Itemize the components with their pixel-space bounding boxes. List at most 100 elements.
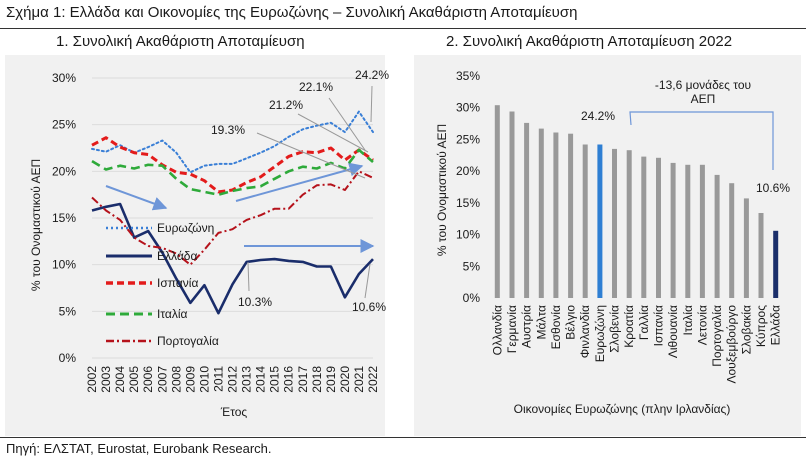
source-divider <box>0 437 806 438</box>
bar-chart-category-label: Ελλάδα <box>769 305 783 345</box>
line-chart-x-tick: 2003 <box>99 366 113 393</box>
line-chart-y-tick: 10% <box>52 258 76 272</box>
line-chart-legend: Ευρωζώνη Ελλάδα Ισπανία Ιταλία Πορτογαλία <box>106 221 219 348</box>
line-chart-x-tick: 2022 <box>366 366 380 393</box>
bar-chart-category-label: Φινλανδία <box>578 305 592 358</box>
line-chart-gridlines <box>92 77 373 359</box>
bar-chart-y-tick: 30% <box>456 101 480 115</box>
series-line-italy <box>91 148 374 196</box>
bar-chart-category-label: Μάλτα <box>534 305 548 340</box>
bar-18 <box>758 213 764 298</box>
bar-chart-y-label: % του Ονομαστικού ΑΕΠ <box>435 124 449 256</box>
annotation-spain: 22.1% <box>299 80 333 94</box>
figure-title: Σχήμα 1: Ελλάδα και Οικονομίες της Ευρωζ… <box>6 4 578 21</box>
line-chart-x-tick: 2016 <box>282 366 296 393</box>
bar-chart-category-label: Σλοβακία <box>739 305 753 354</box>
trend-arrow-down <box>105 185 168 211</box>
bar-10 <box>641 156 647 298</box>
bar-chart-y-ticks: 0% 5% 10% 15% 20% 25% 30% 35% <box>456 69 480 305</box>
series-line-portugal <box>91 170 374 266</box>
bar-19 <box>773 230 779 298</box>
bar-chart-category-label: Γερμανία <box>505 305 519 353</box>
bar-chart-category-label: Σλοβενία <box>608 305 622 353</box>
bar-14 <box>699 164 705 298</box>
bar-chart-y-tick: 25% <box>456 132 480 146</box>
bar-chart-y-tick: 0% <box>463 291 481 305</box>
legend-label-italy: Ιταλία <box>157 307 188 321</box>
bar-chart-x-label: Οικονομίες Ευρωζώνης (πλην Ιρλανδίας) <box>514 402 731 416</box>
bar-13 <box>685 164 691 298</box>
line-chart-x-tick: 2020 <box>338 366 352 393</box>
bar-chart-y-tick: 15% <box>456 196 480 210</box>
bar-3 <box>538 128 544 298</box>
bar-label-greece: 10.6% <box>756 181 790 195</box>
bar-chart-category-label: Λουξεμβούργο <box>725 305 739 384</box>
bar-chart-category-label: Πορτογαλία <box>710 305 724 367</box>
line-chart-x-tick: 2021 <box>352 366 366 393</box>
line-chart-x-ticks: 2002 2003 2004 2005 2006 2007 2008 2009 2010 2011… <box>85 366 380 393</box>
legend-label-spain: Ισπανία <box>157 276 198 290</box>
gap-label-line1: -13,6 μονάδες του <box>655 78 751 92</box>
line-chart-x-tick: 2011 <box>211 366 225 392</box>
line-chart-x-tick: 2006 <box>141 366 155 393</box>
bar-6 <box>582 144 588 298</box>
annotation-italy: 21.2% <box>269 98 303 112</box>
bar-0 <box>494 105 500 298</box>
bar-chart-category-label: Κύπρος <box>754 305 768 347</box>
line-chart-series <box>91 110 374 315</box>
line-chart-y-tick: 20% <box>52 164 76 178</box>
series-line-greece <box>91 202 374 315</box>
source-note: Πηγή: ΕΛΣΤΑΤ, Eurostat, Eurobank Researc… <box>6 441 272 456</box>
bar-chart-category-label: Ευρωζώνη <box>593 305 607 362</box>
legend-label-eurozone: Ευρωζώνη <box>157 221 214 235</box>
line-chart-x-tick: 2008 <box>169 366 183 393</box>
bar-chart-category-label: Ισπανία <box>652 305 666 346</box>
annotation-leaders <box>247 85 373 299</box>
bar-label-eurozone: 24.2% <box>581 109 615 123</box>
line-chart-y-tick: 5% <box>59 304 77 318</box>
bar-15 <box>714 174 720 298</box>
line-chart-x-tick: 2017 <box>296 366 310 393</box>
bar-9 <box>626 150 632 298</box>
annotation-eurozone: 24.2% <box>355 68 389 82</box>
bar-1 <box>509 111 515 298</box>
legend-label-greece: Ελλάδα <box>157 249 197 263</box>
bar-chart-category-label: Εσθονία <box>549 305 563 349</box>
series-line-spain <box>91 136 374 194</box>
line-chart-x-tick: 2004 <box>113 366 127 393</box>
line-chart-y-tick: 15% <box>52 211 76 225</box>
line-chart-y-tick: 30% <box>52 71 76 85</box>
bar-7 <box>597 144 603 298</box>
line-chart-x-tick: 2019 <box>324 366 338 393</box>
line-chart-x-tick: 2012 <box>226 366 240 393</box>
line-chart-y-label: % του Ονομαστικού ΑΕΠ <box>29 159 43 291</box>
bar-panel-bg <box>414 55 801 436</box>
bar-chart-y-tick: 35% <box>456 69 480 83</box>
bar-chart-category-label: Λιθουανία <box>666 305 680 358</box>
trend-arrow-up <box>235 162 364 202</box>
line-chart-x-tick: 2014 <box>254 366 268 393</box>
bar-12 <box>670 162 676 298</box>
bar-chart-title: 2. Συνολική Ακαθάριστη Αποταμίευση 2022 <box>446 33 733 50</box>
bar-chart-y-tick: 5% <box>463 259 481 273</box>
bar-chart-y-tick: 20% <box>456 164 480 178</box>
bar-chart-category-label: Ολλανδία <box>490 305 504 355</box>
bar-chart-category-label: Βέλγιο <box>564 305 578 340</box>
legend-label-portugal: Πορτογαλία <box>157 334 219 348</box>
line-chart-title: 1. Συνολική Ακαθάριστη Αποταμίευση <box>56 33 305 50</box>
annotation-greece-2013: 10.3% <box>238 295 272 309</box>
bar-17 <box>743 198 749 298</box>
bar-chart-category-label: Λετονία <box>695 305 709 345</box>
bar-16 <box>729 183 735 298</box>
annotation-portugal: 19.3% <box>211 123 245 137</box>
gap-label-line2: ΑΕΠ <box>691 92 716 106</box>
line-chart-y-tick: 0% <box>59 351 77 365</box>
bar-5 <box>568 133 574 298</box>
line-chart-x-tick: 2013 <box>240 366 254 393</box>
bar-chart-category-label: Γαλλία <box>637 305 651 340</box>
bar-chart-y-tick: 10% <box>456 228 480 242</box>
bar-2 <box>524 122 530 299</box>
bar-chart-category-label: Αυστρία <box>520 305 534 348</box>
line-chart-x-tick: 2018 <box>310 366 324 393</box>
line-chart-y-tick: 25% <box>52 118 76 132</box>
